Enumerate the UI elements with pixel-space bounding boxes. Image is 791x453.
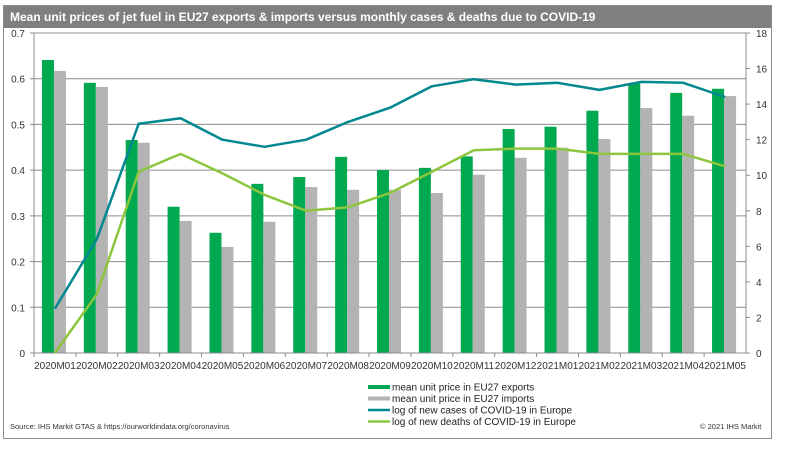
bar-imports bbox=[389, 189, 401, 353]
bar-imports bbox=[305, 187, 318, 353]
bar-imports bbox=[724, 96, 737, 353]
source-note: Source: IHS Markit GTAS & https://ourwor… bbox=[10, 422, 230, 431]
y-tick-label: 0.6 bbox=[11, 75, 25, 86]
y-tick-label: 0.7 bbox=[11, 29, 25, 40]
x-tick-label: 2020M07 bbox=[285, 361, 327, 372]
bar-imports bbox=[137, 142, 150, 353]
bar-exports bbox=[251, 183, 264, 353]
y2-tick-label: 6 bbox=[756, 242, 762, 253]
y2-tick-label: 14 bbox=[756, 100, 768, 111]
chart-title: Mean unit prices of jet fuel in EU27 exp… bbox=[4, 6, 771, 28]
y-tick-label: 0.3 bbox=[11, 212, 25, 223]
bar-exports bbox=[418, 167, 431, 353]
x-tick-label: 2020M12 bbox=[495, 361, 537, 372]
y-tick-label: 0.4 bbox=[11, 166, 25, 177]
bar-imports bbox=[53, 70, 66, 353]
y2-tick-label: 8 bbox=[756, 207, 762, 218]
y2-tick-label: 0 bbox=[756, 349, 762, 360]
bar-imports bbox=[598, 139, 611, 353]
legend-label: mean unit price in EU27 imports bbox=[392, 394, 534, 405]
x-tick-label: 2021M03 bbox=[620, 361, 662, 372]
x-tick-label: 2020M06 bbox=[244, 361, 286, 372]
bar-exports bbox=[502, 129, 515, 353]
x-tick-label: 2020M09 bbox=[369, 361, 411, 372]
y-tick-label: 0.2 bbox=[11, 258, 25, 269]
y2-tick-label: 12 bbox=[756, 136, 768, 147]
bar-exports bbox=[209, 232, 222, 353]
bar-imports bbox=[640, 107, 653, 353]
bar-exports bbox=[586, 110, 599, 353]
x-tick-label: 2021M02 bbox=[579, 361, 621, 372]
bar-exports bbox=[544, 126, 557, 353]
bar-imports bbox=[472, 174, 485, 353]
bar-exports bbox=[377, 170, 389, 353]
x-tick-label: 2021M04 bbox=[662, 361, 704, 372]
legend-label: log of new deaths of COVID-19 in Europe bbox=[392, 417, 576, 428]
bar-imports bbox=[95, 86, 108, 353]
y2-tick-label: 4 bbox=[756, 278, 762, 289]
bar-imports bbox=[179, 220, 192, 353]
y-tick-label: 0 bbox=[19, 349, 25, 360]
bar-exports bbox=[712, 88, 725, 354]
y2-tick-label: 10 bbox=[756, 171, 768, 182]
x-tick-label: 2020M11 bbox=[453, 361, 494, 372]
x-tick-label: 2020M08 bbox=[327, 361, 369, 372]
x-tick-label: 2021M05 bbox=[704, 361, 746, 372]
x-tick-label: 2020M01 bbox=[34, 361, 76, 372]
bar-exports bbox=[125, 139, 138, 353]
line-deaths bbox=[53, 147, 726, 354]
bar-imports bbox=[263, 221, 276, 353]
bar-exports bbox=[293, 177, 306, 353]
bar-imports bbox=[682, 115, 695, 353]
bar-imports bbox=[514, 157, 527, 353]
bar-exports bbox=[670, 92, 683, 353]
bar-imports bbox=[430, 193, 443, 353]
line-cases bbox=[53, 77, 726, 310]
bar-exports bbox=[628, 83, 641, 354]
y2-tick-label: 2 bbox=[756, 313, 762, 324]
bar-imports bbox=[556, 147, 569, 353]
y-tick-label: 0.1 bbox=[11, 303, 25, 314]
bar-exports bbox=[335, 156, 348, 353]
bar-imports bbox=[347, 189, 360, 353]
x-tick-label: 2020M04 bbox=[160, 361, 202, 372]
x-tick-label: 2020M02 bbox=[76, 361, 118, 372]
copyright-note: © 2021 IHS Markit bbox=[700, 422, 762, 431]
bar-exports bbox=[41, 59, 54, 353]
x-tick-label: 2020M05 bbox=[202, 361, 244, 372]
bar-exports bbox=[460, 156, 473, 353]
bar-imports bbox=[221, 246, 234, 353]
x-tick-label: 2021M01 bbox=[537, 361, 579, 372]
x-tick-label: 2020M03 bbox=[118, 361, 160, 372]
y2-tick-label: 16 bbox=[756, 65, 768, 76]
y2-tick-label: 18 bbox=[756, 29, 768, 40]
bar-exports bbox=[83, 82, 96, 353]
bar-exports bbox=[167, 206, 180, 353]
x-tick-label: 2020M10 bbox=[411, 361, 453, 372]
legend-label: mean unit price in EU27 exports bbox=[392, 383, 534, 394]
legend-label: log of new cases of COVID-19 in Europe bbox=[392, 406, 573, 417]
y-tick-label: 0.5 bbox=[11, 120, 25, 131]
